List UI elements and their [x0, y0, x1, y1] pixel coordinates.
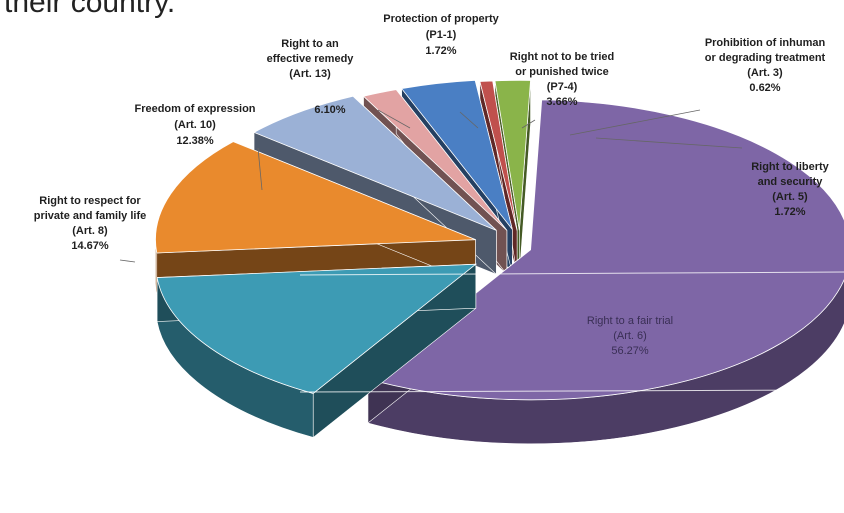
- label-line: Right to an: [281, 38, 339, 50]
- page-heading: their country.: [4, 0, 176, 19]
- label-line: Protection of property: [383, 13, 499, 25]
- label-line: 1.72%: [425, 45, 456, 57]
- label-line: 56.27%: [611, 345, 649, 357]
- slice-right-to-a-fair-trial: [367, 99, 844, 445]
- slice-freedom-of-expression: [155, 141, 476, 298]
- leader-line: [569, 109, 701, 136]
- label-line: (P7-4): [547, 81, 578, 93]
- slice-top: [494, 80, 531, 231]
- slice-label: Prohibition of inhuman or degrading treat…: [705, 37, 826, 94]
- slice-label: Right to an effective remedy (Art. 13): [267, 38, 355, 80]
- leader-line: [377, 109, 411, 129]
- leader-line: [257, 147, 263, 191]
- artifact-line: [299, 271, 844, 276]
- label-line: (P1-1): [426, 29, 457, 41]
- leader-line: [459, 111, 479, 129]
- label-line: Freedom of expression: [134, 103, 255, 115]
- slice-label: Right to a fair trial (Art. 6) 56.27%: [587, 315, 673, 357]
- label-line: (Art. 5): [772, 191, 808, 203]
- slice-top: [479, 80, 518, 231]
- label-line: (Art. 8): [72, 225, 108, 237]
- slice-labels: Right to a fair trial (Art. 6) 56.27%Right…: [34, 13, 830, 357]
- label-line: private and family life: [34, 210, 146, 222]
- label-line: Right to respect for: [39, 195, 141, 207]
- label-line: 3.66%: [546, 96, 577, 108]
- slice-label: Right to liberty and security (Art. 5) 1.72…: [751, 161, 829, 218]
- label-line: 0.62%: [749, 82, 780, 94]
- pie-slices: [155, 79, 844, 445]
- label-line: Right not to be tried: [510, 51, 614, 63]
- label-line: (Art. 3): [747, 67, 783, 79]
- label-line: or degrading treatment: [705, 52, 826, 64]
- slice-top: [156, 263, 478, 394]
- label-line: 12.38%: [176, 135, 214, 147]
- slice-top: [362, 89, 508, 231]
- leader-line: [119, 259, 136, 263]
- label-line: (Art. 10): [174, 119, 216, 131]
- label-line: effective remedy: [267, 53, 355, 65]
- leader-line: [521, 119, 536, 129]
- leader-line: [595, 137, 743, 149]
- leader-lines: [119, 109, 743, 263]
- slice-top: [400, 79, 513, 230]
- slice-value-label: 6.10%: [314, 104, 345, 116]
- slice-label: Right to respect for private and family l…: [34, 195, 146, 252]
- slice-top: [367, 99, 844, 401]
- label-line: or punished twice: [515, 66, 609, 78]
- slice-right-to-respect-for-private-and-family-life: [156, 263, 478, 439]
- label-line: and security: [758, 176, 824, 188]
- label-line: Right to a fair trial: [587, 315, 673, 327]
- label-line: (Art. 6): [613, 330, 647, 342]
- label-line: 1.72%: [774, 206, 805, 218]
- slice-label: Freedom of expression (Art. 10) 12.38%: [134, 103, 255, 147]
- slice-top: [253, 95, 497, 231]
- slice-label: Right not to be tried or punished twice (P…: [510, 51, 614, 108]
- artifact-line: [299, 389, 844, 393]
- label-line: 14.67%: [71, 240, 109, 252]
- label-line: Right to liberty: [751, 161, 829, 173]
- slice-label: Protection of property (P1-1) 1.72%: [383, 13, 499, 57]
- label-line: Prohibition of inhuman: [705, 37, 826, 49]
- slice-top: [155, 141, 476, 254]
- label-line: (Art. 13): [289, 68, 331, 80]
